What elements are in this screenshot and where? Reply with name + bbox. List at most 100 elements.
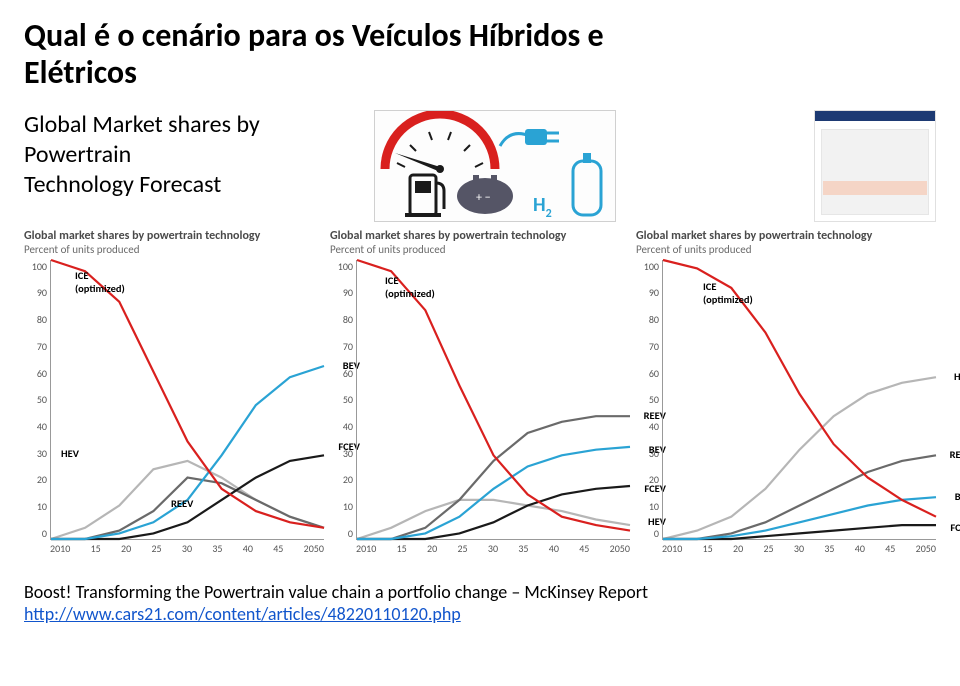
footer-caption: Boost! Transforming the Powertrain value… [24,581,936,603]
ytick: 80 [330,313,353,326]
ytick: 100 [24,260,47,273]
xtick: 15 [91,542,101,555]
ytick: 70 [636,340,659,353]
xtick: 30 [794,542,804,555]
series-label-ice: ICE(optimized) [385,274,435,300]
ytick: 90 [330,286,353,299]
chart-1-xaxis: 2010152025303540452050 [50,540,324,555]
ytick: 50 [24,393,47,406]
xtick: 35 [518,542,528,555]
series-label-hev: HEV [954,370,960,383]
chart-3-plot: ICE(optimized)HEVREEVBEVFCEV [662,260,936,540]
chart-2-yaxis: 1009080706050403020100 [330,260,356,540]
ytick: 80 [636,313,659,326]
xtick: 25 [151,542,161,555]
chart-2: Global market shares by powertrain techn… [330,230,630,555]
xtick: 40 [243,542,253,555]
ytick: 100 [636,260,659,273]
h2-canister-icon [573,153,601,215]
ytick: 10 [636,500,659,513]
xtick: 15 [397,542,407,555]
ytick: 50 [330,393,353,406]
ytick: 0 [636,527,659,540]
chart-1: Global market shares by powertrain techn… [24,230,324,555]
subtitle: Global Market shares by Powertrain Techn… [24,110,354,200]
ytick: 20 [636,473,659,486]
chart-1-title: Global market shares by powertrain techn… [24,230,324,243]
ytick: 0 [330,527,353,540]
chart-3-yaxis: 1009080706050403020100 [636,260,662,540]
ytick: 40 [636,420,659,433]
chart-3-sub: Percent of units produced [636,243,936,256]
series-label-fcev: FCEV [950,521,960,534]
footer-link[interactable]: http://www.cars21.com/content/articles/4… [24,603,461,625]
xtick: 45 [273,542,283,555]
series-reev [357,416,630,539]
ytick: 90 [636,286,659,299]
ytick: 30 [636,447,659,460]
chart-2-title: Global market shares by powertrain techn… [330,230,630,243]
title-line-1: Qual é o cenário para os Veículos Híbrid… [24,16,604,55]
ytick: 90 [24,286,47,299]
chart-2-xaxis: 2010152025303540452050 [356,540,630,555]
chart-3: Global market shares by powertrain techn… [636,230,936,555]
powertrain-icons: + − H2 [374,110,616,222]
battery-icon: + − [457,175,513,214]
ytick: 40 [24,420,47,433]
fuel-pump-icon [405,175,444,217]
subtitle-line-1: Global Market shares by Powertrain [24,110,260,169]
series-hev [357,500,630,539]
plug-icon [500,129,559,146]
series-label-ice: ICE(optimized) [75,269,125,295]
h2-label: H2 [533,193,552,221]
xtick: 20 [121,542,131,555]
series-label-reev: REEV [950,448,960,461]
xtick: 40 [549,542,559,555]
chart-1-sub: Percent of units produced [24,243,324,256]
subtitle-line-2: Technology Forecast [24,170,221,199]
xtick: 2010 [50,542,70,555]
report-thumbnail [814,110,936,222]
ytick: 100 [330,260,353,273]
xtick: 45 [885,542,895,555]
xtick: 2010 [356,542,376,555]
xtick: 45 [579,542,589,555]
xtick: 2050 [304,542,324,555]
ytick: 0 [24,527,47,540]
chart-2-sub: Percent of units produced [330,243,630,256]
ytick: 20 [24,473,47,486]
xtick: 30 [488,542,498,555]
ytick: 70 [24,340,47,353]
xtick: 2050 [610,542,630,555]
series-label-bev: BEV [955,490,960,503]
ytick: 60 [24,367,47,380]
ytick: 70 [330,340,353,353]
series-ice [51,260,324,528]
ytick: 10 [330,500,353,513]
top-row: Global Market shares by Powertrain Techn… [24,110,936,222]
charts-row: Global market shares by powertrain techn… [24,230,936,555]
xtick: 35 [824,542,834,555]
ytick: 30 [24,447,47,460]
ytick: 10 [24,500,47,513]
ytick: 20 [330,473,353,486]
page-title: Qual é o cenário para os Veículos Híbrid… [24,18,936,92]
xtick: 20 [427,542,437,555]
ytick: 30 [330,447,353,460]
ytick: 80 [24,313,47,326]
svg-text:+ −: + − [476,191,491,205]
chart-3-xaxis: 2010152025303540452050 [662,540,936,555]
chart-2-plot: ICE(optimized)HEVREEVBEVFCEV [356,260,630,540]
ytick: 40 [330,420,353,433]
series-fcev [357,486,630,539]
series-label-ice: ICE(optimized) [703,280,753,306]
chart-3-title: Global market shares by powertrain techn… [636,230,936,243]
ytick: 60 [330,367,353,380]
ytick: 50 [636,393,659,406]
series-label-reev: REEV [171,497,193,510]
series-label-hev: HEV [61,447,79,460]
title-line-2: Elétricos [24,53,137,92]
xtick: 40 [855,542,865,555]
xtick: 15 [703,542,713,555]
chart-1-plot: ICE(optimized)HEVREEVBEVFCEV [50,260,324,540]
